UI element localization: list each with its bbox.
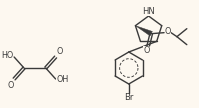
Text: O: O <box>143 46 149 55</box>
Text: HO: HO <box>1 52 13 60</box>
Text: O: O <box>165 27 171 36</box>
Text: OH: OH <box>57 75 69 84</box>
Text: HN: HN <box>142 6 155 16</box>
Text: O: O <box>8 80 14 90</box>
Text: Br: Br <box>124 94 134 102</box>
Polygon shape <box>135 26 152 36</box>
Text: O: O <box>56 48 63 56</box>
